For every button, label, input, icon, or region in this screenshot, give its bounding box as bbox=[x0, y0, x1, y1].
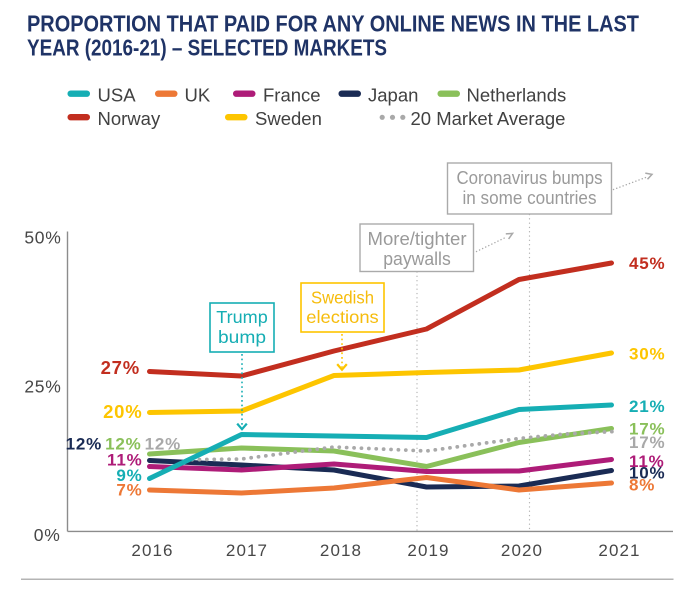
svg-text:Japan: Japan bbox=[368, 84, 418, 105]
svg-text:2016: 2016 bbox=[131, 541, 173, 560]
svg-text:Coronavirus bumps: Coronavirus bumps bbox=[457, 168, 603, 188]
svg-text:27%: 27% bbox=[101, 357, 140, 378]
svg-text:8%: 8% bbox=[629, 476, 655, 495]
svg-text:Netherlands: Netherlands bbox=[467, 84, 567, 105]
svg-text:45%: 45% bbox=[629, 254, 665, 273]
svg-text:2020: 2020 bbox=[501, 541, 543, 560]
svg-text:elections: elections bbox=[306, 307, 379, 327]
svg-text:2021: 2021 bbox=[598, 541, 640, 560]
svg-text:2018: 2018 bbox=[320, 541, 362, 560]
svg-text:20 Market Average: 20 Market Average bbox=[411, 108, 566, 129]
svg-text:PROPORTION THAT PAID FOR ANY O: PROPORTION THAT PAID FOR ANY ONLINE NEWS… bbox=[27, 10, 639, 36]
svg-text:2017: 2017 bbox=[226, 541, 268, 560]
svg-text:17%: 17% bbox=[629, 433, 665, 452]
svg-text:0%: 0% bbox=[34, 525, 61, 545]
svg-text:12%: 12% bbox=[145, 435, 181, 454]
svg-text:Norway: Norway bbox=[98, 108, 161, 129]
svg-text:2019: 2019 bbox=[407, 541, 449, 560]
svg-text:Sweden: Sweden bbox=[255, 108, 322, 129]
svg-text:bump: bump bbox=[218, 327, 266, 347]
svg-text:France: France bbox=[263, 84, 321, 105]
svg-text:paywalls: paywalls bbox=[383, 249, 451, 269]
svg-text:17%: 17% bbox=[629, 420, 665, 439]
svg-text:20%: 20% bbox=[103, 401, 142, 422]
svg-text:9%: 9% bbox=[116, 466, 142, 485]
svg-text:Swedish: Swedish bbox=[311, 288, 374, 308]
svg-text:11%: 11% bbox=[629, 452, 665, 471]
svg-text:11%: 11% bbox=[107, 451, 143, 470]
svg-text:21%: 21% bbox=[629, 397, 665, 416]
svg-text:in some countries: in some countries bbox=[463, 188, 597, 208]
svg-text:12%: 12% bbox=[66, 435, 102, 454]
svg-text:25%: 25% bbox=[24, 376, 61, 396]
svg-text:12%: 12% bbox=[105, 435, 141, 454]
svg-text:10%: 10% bbox=[629, 463, 665, 482]
svg-text:50%: 50% bbox=[24, 228, 61, 248]
svg-text:More/tighter: More/tighter bbox=[368, 229, 467, 249]
svg-text:30%: 30% bbox=[629, 345, 665, 364]
svg-text:YEAR (2016-21) – SELECTED MARK: YEAR (2016-21) – SELECTED MARKETS bbox=[27, 34, 387, 60]
svg-text:UK: UK bbox=[185, 84, 211, 105]
svg-text:7%: 7% bbox=[116, 481, 142, 500]
svg-text:USA: USA bbox=[98, 84, 137, 105]
svg-text:Trump: Trump bbox=[216, 307, 268, 327]
